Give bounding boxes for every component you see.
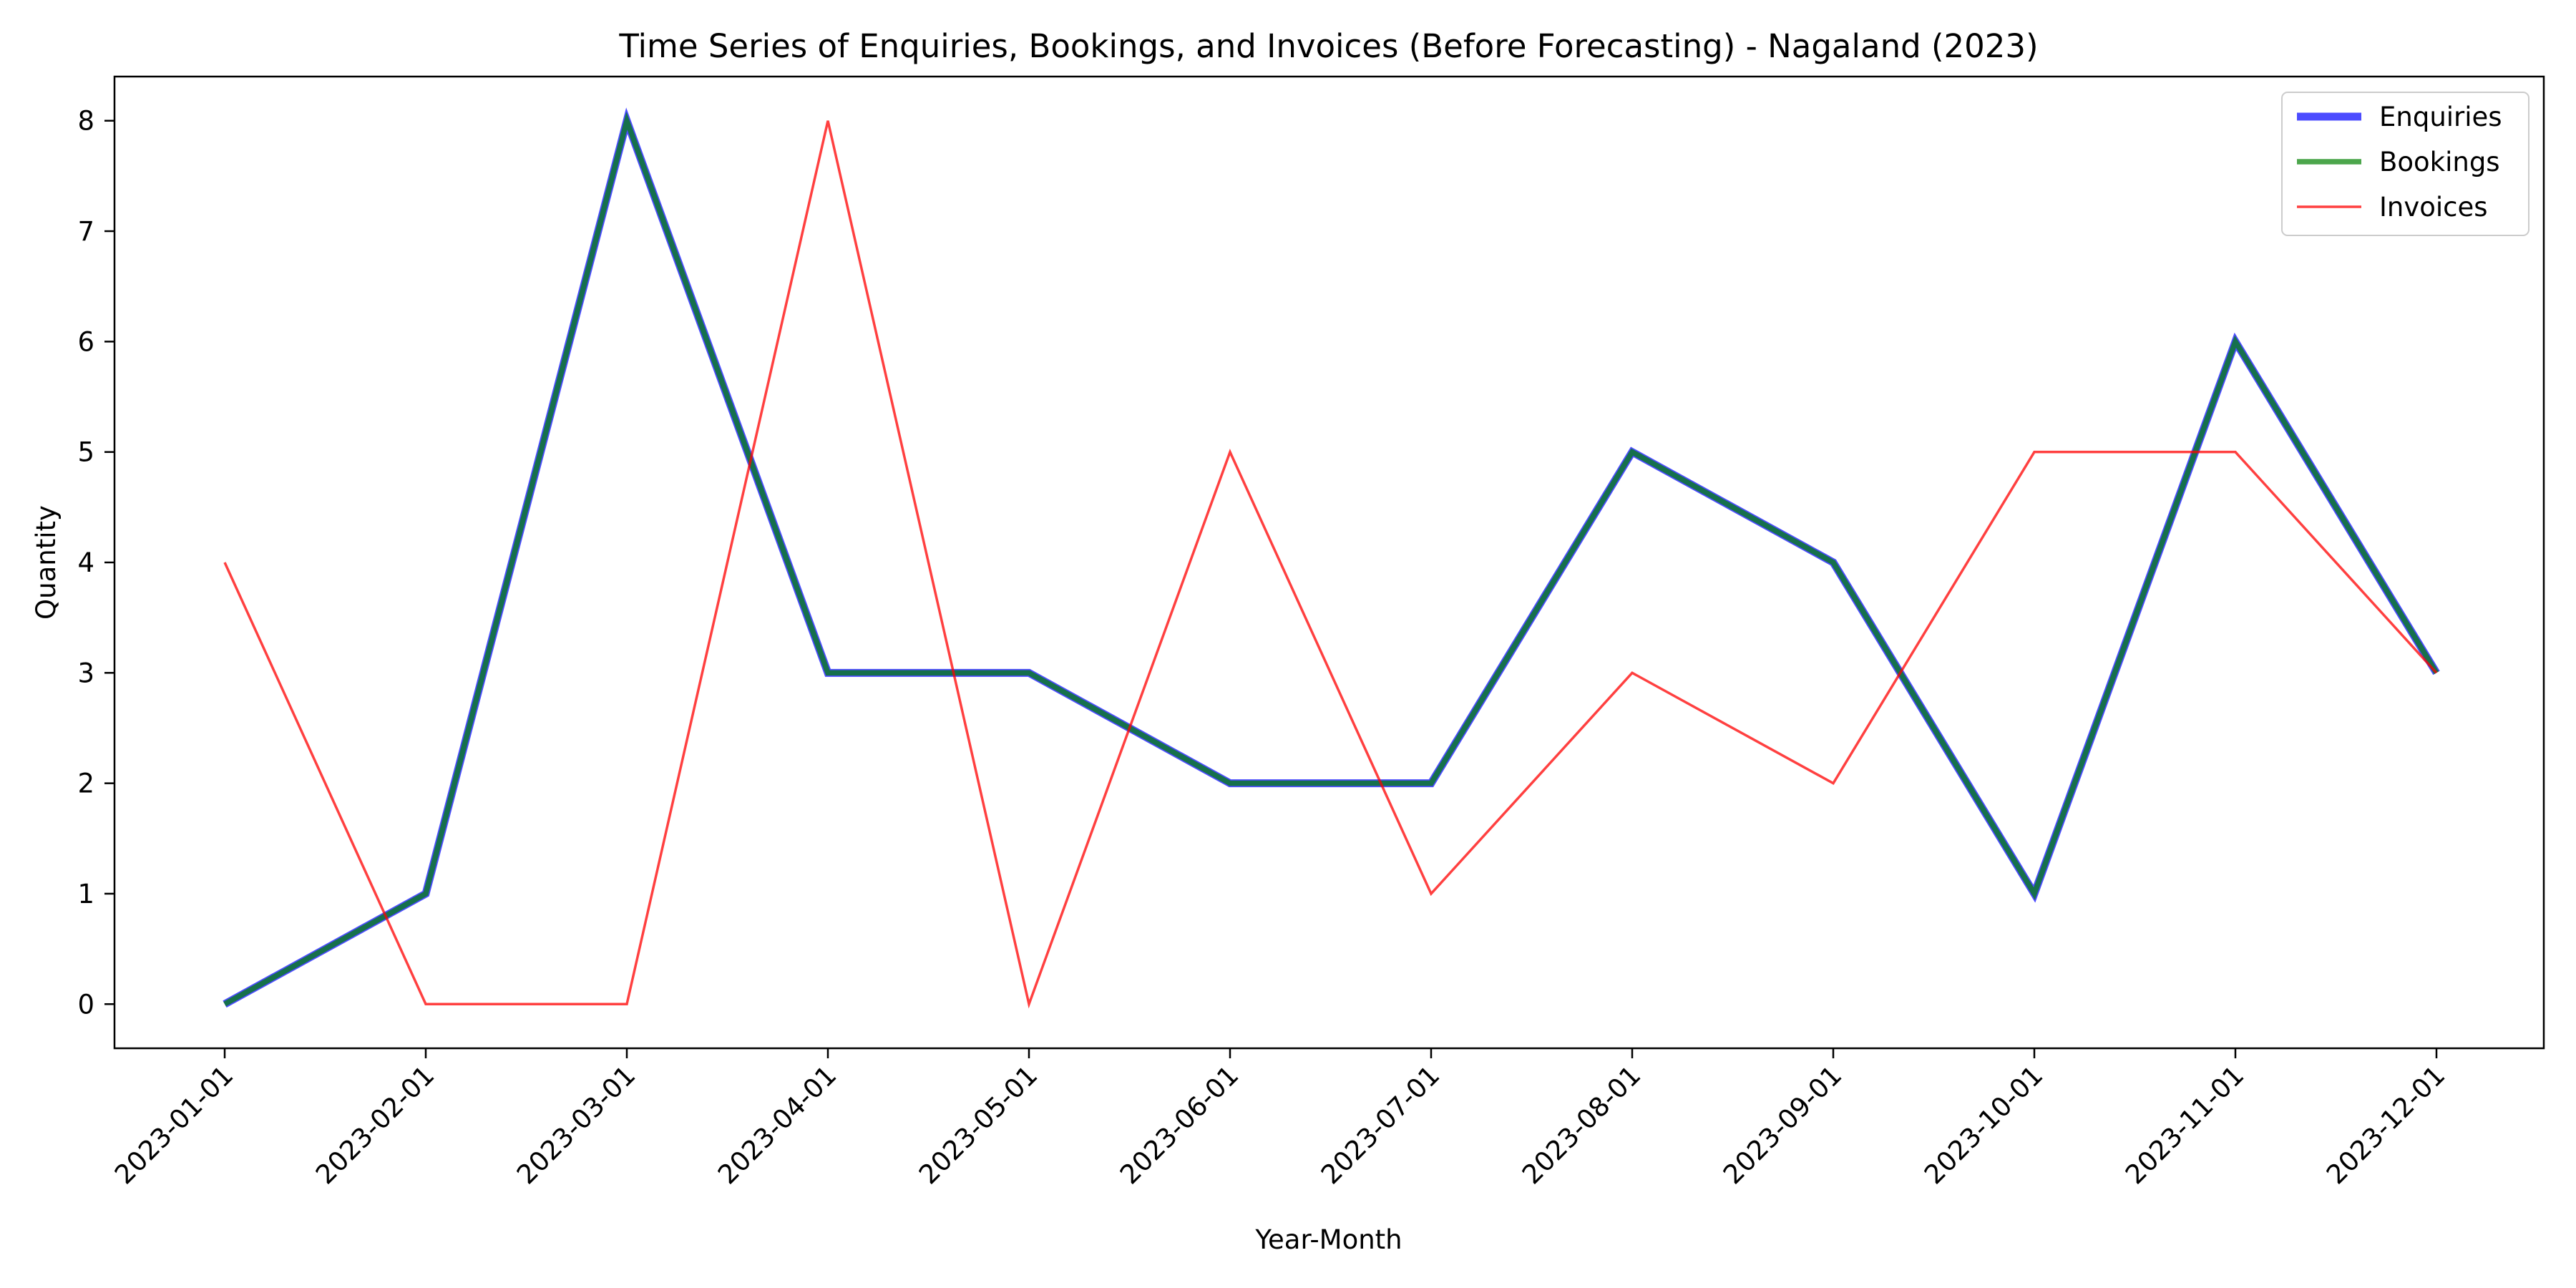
series-line-invoices xyxy=(223,120,2438,1009)
y-tick-label: 0 xyxy=(77,989,94,1020)
y-tick-label: 2 xyxy=(77,769,94,799)
legend-frame xyxy=(2281,92,2529,236)
y-tick-label: 7 xyxy=(77,216,94,247)
chart-title: Time Series of Enquiries, Bookings, and … xyxy=(618,27,2038,65)
y-tick-label: 5 xyxy=(77,437,94,468)
y-tick-label: 1 xyxy=(77,879,94,909)
series-line-bookings xyxy=(223,112,2439,1007)
legend-label-bookings: Bookings xyxy=(2379,147,2500,177)
y-tick-label: 8 xyxy=(77,106,94,137)
y-ticks: 0 1 2 3 4 5 6 7 8 xyxy=(77,106,114,1020)
y-tick-label: 4 xyxy=(77,547,94,578)
y-tick-label: 6 xyxy=(77,326,94,357)
legend-label-enquiries: Enquiries xyxy=(2379,102,2502,132)
series-layer xyxy=(223,107,2440,1009)
x-axis-label: Year-Month xyxy=(1254,1224,1402,1255)
legend: Enquiries Bookings Invoices xyxy=(2281,92,2529,236)
y-tick-label: 3 xyxy=(77,658,94,688)
legend-label-invoices: Invoices xyxy=(2379,192,2488,223)
y-axis-label: Quantity xyxy=(31,505,62,620)
